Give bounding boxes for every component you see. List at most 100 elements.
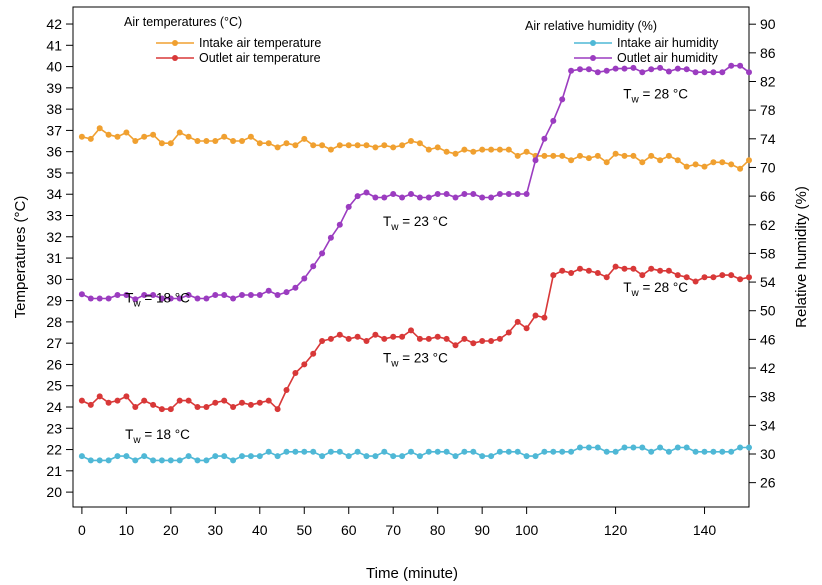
series-line-outlet-air-temperature: [81, 265, 750, 410]
data-point-outlet-air-humidity: [452, 194, 459, 201]
legend-left: Air temperatures (°C) Intake air tempera…: [124, 15, 321, 65]
data-point-outlet-air-humidity: [301, 275, 308, 282]
data-point-outlet-air-humidity: [292, 284, 299, 291]
data-point-intake-air-humidity: [87, 457, 94, 464]
y-left-tick-label: 32: [46, 229, 62, 245]
data-point-outlet-air-temperature: [203, 404, 210, 410]
data-point-intake-air-humidity: [674, 444, 681, 451]
data-point-intake-air-humidity: [585, 444, 592, 451]
legend-entry-intake-temperature: Intake air temperature: [199, 36, 321, 50]
data-point-outlet-air-humidity: [399, 194, 406, 201]
data-point-intake-air-temperature: [363, 142, 370, 149]
data-point-outlet-air-temperature: [345, 335, 352, 342]
y-axis-left: 20 21 22 23 24 25 26 27 28 29 30 31 32 33 34 35 36 37 38 39…: [46, 16, 73, 500]
data-point-intake-air-temperature: [310, 142, 317, 149]
data-point-intake-air-temperature: [683, 163, 690, 170]
data-point-intake-air-temperature: [674, 157, 681, 164]
data-point-outlet-air-humidity: [496, 191, 503, 197]
data-point-intake-air-temperature: [719, 159, 726, 166]
data-point-intake-air-humidity: [354, 448, 361, 455]
data-point-outlet-air-humidity: [256, 292, 263, 298]
data-point-intake-air-temperature: [692, 161, 699, 168]
y-left-tick-label: 21: [46, 463, 62, 479]
data-point-intake-air-temperature: [416, 140, 423, 147]
data-point-outlet-air-humidity: [105, 295, 112, 302]
data-point-intake-air-temperature: [256, 140, 263, 147]
y-left-tick-label: 25: [46, 378, 62, 394]
data-point-intake-air-humidity: [247, 453, 254, 460]
annotation-label: Tw = 28 °C: [623, 86, 688, 105]
data-point-outlet-air-temperature: [719, 272, 726, 279]
data-point-outlet-air-humidity: [123, 292, 130, 298]
data-point-outlet-air-temperature: [319, 338, 326, 344]
data-point-intake-air-humidity: [505, 448, 512, 455]
data-point-outlet-air-temperature: [523, 325, 530, 332]
data-point-outlet-air-temperature: [488, 338, 495, 344]
data-point-outlet-air-humidity: [568, 67, 575, 74]
data-point-outlet-air-humidity: [550, 117, 557, 124]
data-point-intake-air-temperature: [230, 138, 237, 144]
data-point-outlet-air-temperature: [585, 267, 592, 274]
data-point-intake-air-temperature: [123, 129, 130, 136]
data-point-intake-air-temperature: [372, 144, 379, 151]
series-outlet-air-temperature: [78, 263, 752, 413]
y-left-tick-label: 26: [46, 356, 62, 372]
data-point-outlet-air-humidity: [514, 191, 521, 197]
data-point-intake-air-temperature: [496, 146, 503, 153]
data-point-outlet-air-temperature: [105, 399, 112, 406]
data-point-outlet-air-humidity: [603, 67, 610, 74]
data-point-outlet-air-humidity: [479, 194, 486, 201]
data-point-intake-air-humidity: [443, 448, 450, 455]
data-point-outlet-air-humidity: [746, 69, 752, 76]
data-point-outlet-air-temperature: [665, 267, 672, 274]
legend-left-title: Air temperatures (°C): [124, 15, 242, 29]
data-point-outlet-air-temperature: [612, 263, 619, 270]
data-point-intake-air-humidity: [648, 448, 655, 455]
legend-entry-intake-humidity: Intake air humidity: [617, 36, 719, 50]
data-point-intake-air-temperature: [585, 155, 592, 162]
data-point-intake-air-humidity: [514, 448, 521, 455]
data-point-outlet-air-humidity: [630, 64, 637, 71]
data-point-outlet-air-humidity: [594, 69, 601, 76]
data-point-outlet-air-humidity: [319, 250, 326, 257]
data-point-intake-air-humidity: [158, 457, 165, 464]
data-point-intake-air-temperature: [141, 133, 148, 140]
data-point-outlet-air-temperature: [505, 329, 512, 336]
data-point-outlet-air-humidity: [577, 66, 583, 73]
data-point-intake-air-humidity: [105, 457, 112, 464]
y-left-tick-label: 42: [46, 16, 62, 32]
data-point-outlet-air-humidity: [274, 292, 281, 298]
data-point-outlet-air-humidity: [221, 292, 228, 298]
data-point-intake-air-temperature: [292, 142, 299, 149]
data-point-intake-air-humidity: [363, 453, 370, 460]
data-point-outlet-air-temperature: [683, 274, 690, 281]
data-point-outlet-air-temperature: [301, 361, 308, 368]
data-point-outlet-air-humidity: [78, 291, 85, 298]
legend-entry-outlet-temperature: Outlet air temperature: [199, 51, 321, 65]
data-point-intake-air-humidity: [630, 444, 637, 451]
data-point-intake-air-temperature: [327, 146, 334, 153]
data-point-outlet-air-humidity: [488, 194, 495, 201]
data-point-outlet-air-temperature: [141, 397, 148, 404]
y-left-tick-label: 40: [46, 59, 62, 75]
y-right-tick-label: 86: [760, 45, 776, 61]
data-point-intake-air-humidity: [737, 444, 744, 451]
data-point-outlet-air-temperature: [728, 272, 735, 279]
y-left-tick-label: 31: [46, 250, 62, 266]
data-point-outlet-air-humidity: [416, 194, 423, 201]
data-point-intake-air-humidity: [132, 457, 139, 464]
data-point-intake-air-temperature: [399, 142, 406, 149]
data-point-intake-air-humidity: [550, 448, 557, 455]
data-point-intake-air-temperature: [158, 140, 165, 147]
data-point-intake-air-temperature: [345, 142, 352, 149]
data-point-outlet-air-humidity: [310, 263, 317, 270]
y-left-tick-label: 39: [46, 80, 62, 96]
data-point-outlet-air-temperature: [630, 265, 637, 272]
data-point-outlet-air-humidity: [505, 191, 512, 197]
y-right-tick-label: 34: [760, 417, 776, 433]
data-point-outlet-air-temperature: [559, 267, 566, 274]
data-point-outlet-air-humidity: [167, 295, 174, 302]
data-point-intake-air-humidity: [221, 453, 228, 460]
data-point-intake-air-temperature: [167, 140, 174, 147]
